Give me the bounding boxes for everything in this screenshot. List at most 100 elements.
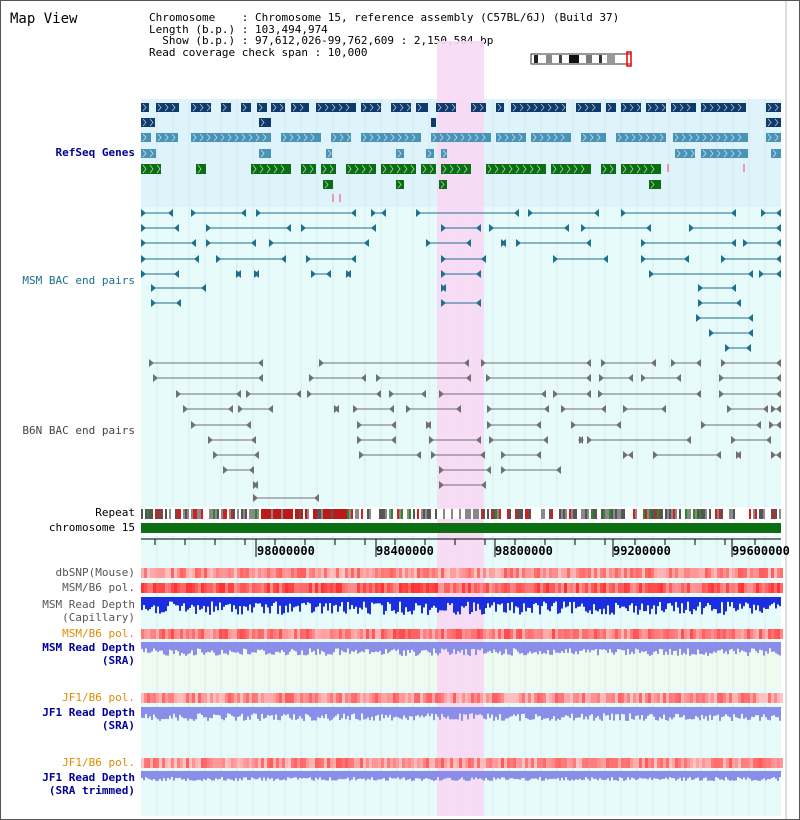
repeat-element [587, 509, 589, 519]
msm-b6-polymorphism-sra [273, 629, 276, 639]
refseq-gene [141, 103, 149, 112]
msm-read-depth-capillary-bar [443, 597, 445, 611]
msm-read-depth-capillary-bar [687, 597, 689, 602]
jf1-read-depth-sra-bar [415, 707, 417, 716]
dbsnp-density [519, 568, 522, 578]
jf1-read-depth-trimmed-bar [703, 771, 705, 779]
track-label-jf1-read-depth-sra-sub: (SRA) [101, 719, 135, 732]
jf1-read-depth-sra-bar [579, 707, 581, 718]
repeat-element [503, 509, 505, 519]
msm-read-depth-sra-bar [439, 642, 441, 654]
jf1-read-depth-sra-bar [471, 707, 473, 714]
refseq-gene [421, 164, 436, 174]
dbsnp-density [780, 568, 783, 578]
msm-read-depth-sra-bar [347, 642, 349, 649]
jf1-read-depth-sra-bar [547, 707, 549, 718]
repeat-element [241, 509, 243, 519]
dbsnp-density [300, 568, 303, 578]
msm-read-depth-sra-bar [469, 642, 471, 656]
refseq-gene-strand-mark [479, 103, 484, 112]
dbsnp-density [639, 568, 642, 578]
msm-bac-end-pair-end [776, 239, 781, 247]
msm-read-depth-sra-bar [207, 642, 209, 652]
jf1-read-depth-trimmed-bar [251, 771, 253, 778]
msm-read-depth-capillary-bar [413, 597, 415, 611]
track-label-repeat: Repeat [95, 506, 135, 519]
track-label-msm-b6-pol-sra: MSM/B6 pol. [62, 627, 135, 640]
msm-read-depth-capillary-bar [311, 597, 313, 613]
jf1-read-depth-sra-bar [731, 707, 733, 721]
msm-read-depth-capillary-bar [581, 597, 583, 604]
jf1-b6-polymorphism [651, 693, 654, 703]
dbsnp-density [255, 568, 258, 578]
repeat-element [483, 509, 485, 519]
refseq-gene-strand-mark [636, 164, 641, 174]
track-label-refseq-genes[interactable]: RefSeq Genes [55, 146, 135, 159]
refseq-gene-strand-mark [149, 118, 154, 127]
track-label-msm-bac-end-pairs[interactable]: MSM BAC end pairs [22, 274, 135, 287]
jf1-read-depth-sra-bar [583, 707, 585, 720]
jf1-read-depth-trimmed-bar [585, 771, 587, 778]
jf1-read-depth-sra-bar [475, 707, 477, 715]
jf1-read-depth-trimmed-bar [615, 771, 617, 781]
jf1-b6-polymorphism [342, 693, 345, 703]
track-label-b6n-bac-end-pairs[interactable]: B6N BAC end pairs [22, 424, 135, 437]
msm-b6-polymorphism [381, 583, 384, 593]
msm-b6-polymorphism-sra [150, 629, 153, 639]
jf1-b6-polymorphism [717, 693, 720, 703]
refseq-gene-strand-mark [396, 164, 401, 174]
msm-b6-polymorphism-sra [678, 629, 681, 639]
msm-b6-polymorphism-sra [405, 629, 408, 639]
msm-read-depth-sra-bar [219, 642, 221, 655]
msm-b6-polymorphism [141, 583, 144, 593]
msm-read-depth-sra-bar [721, 642, 723, 650]
jf1-read-depth-sra-bar [541, 707, 543, 721]
repeat-element [689, 509, 691, 519]
msm-read-depth-capillary-bar [729, 597, 731, 607]
refseq-gene-strand-mark [422, 164, 427, 174]
jf1-b6-polymorphism [378, 693, 381, 703]
msm-b6-polymorphism-sra [585, 629, 588, 639]
repeat-element [485, 509, 487, 519]
jf1-b6-polymorphism-trimmed [621, 758, 624, 768]
msm-read-depth-sra-bar [605, 642, 607, 651]
jf1-read-depth-sra-bar [387, 707, 389, 718]
jf1-read-depth-sra-bar [501, 707, 503, 721]
jf1-b6-polymorphism-trimmed [504, 758, 507, 768]
refseq-gene-strand-mark [439, 133, 444, 142]
jf1-b6-polymorphism [411, 693, 414, 703]
msm-b6-polymorphism [414, 583, 417, 593]
msm-read-depth-sra-bar [725, 642, 727, 652]
refseq-gene [301, 164, 316, 174]
msm-read-depth-capillary-bar [325, 597, 327, 604]
jf1-read-depth-sra-bar [651, 707, 653, 715]
msm-read-depth-sra-bar [759, 642, 761, 650]
jf1-read-depth-trimmed-bar [639, 771, 641, 778]
jf1-read-depth-trimmed-bar [271, 771, 273, 779]
jf1-b6-polymorphism-trimmed [435, 758, 438, 768]
msm-b6-polymorphism-sra [333, 629, 336, 639]
repeat-element [565, 509, 567, 519]
msm-b6-polymorphism-sra [153, 629, 156, 639]
msm-b6-polymorphism-sra [459, 629, 462, 639]
jf1-b6-polymorphism [612, 693, 615, 703]
msm-read-depth-sra-bar [313, 642, 315, 651]
dbsnp-density [384, 568, 387, 578]
jf1-read-depth-trimmed-bar [637, 771, 639, 780]
jf1-read-depth-sra-bar [591, 707, 593, 715]
jf1-read-depth-sra-bar [343, 707, 345, 714]
jf1-read-depth-sra-bar [247, 707, 249, 717]
jf1-read-depth-trimmed-bar [769, 771, 771, 780]
jf1-b6-polymorphism [222, 693, 225, 703]
jf1-read-depth-sra-bar [323, 707, 325, 719]
msm-read-depth-capillary-bar [315, 597, 317, 608]
dbsnp-density [633, 568, 636, 578]
dbsnp-density [666, 568, 669, 578]
jf1-read-depth-sra-bar [493, 707, 495, 721]
msm-read-depth-capillary-bar [333, 597, 335, 606]
refseq-gene-small [667, 164, 669, 172]
msm-read-depth-capillary-bar [291, 597, 293, 612]
b6n-bac-end-pair-end [489, 436, 494, 444]
jf1-read-depth-sra-bar [669, 707, 671, 718]
